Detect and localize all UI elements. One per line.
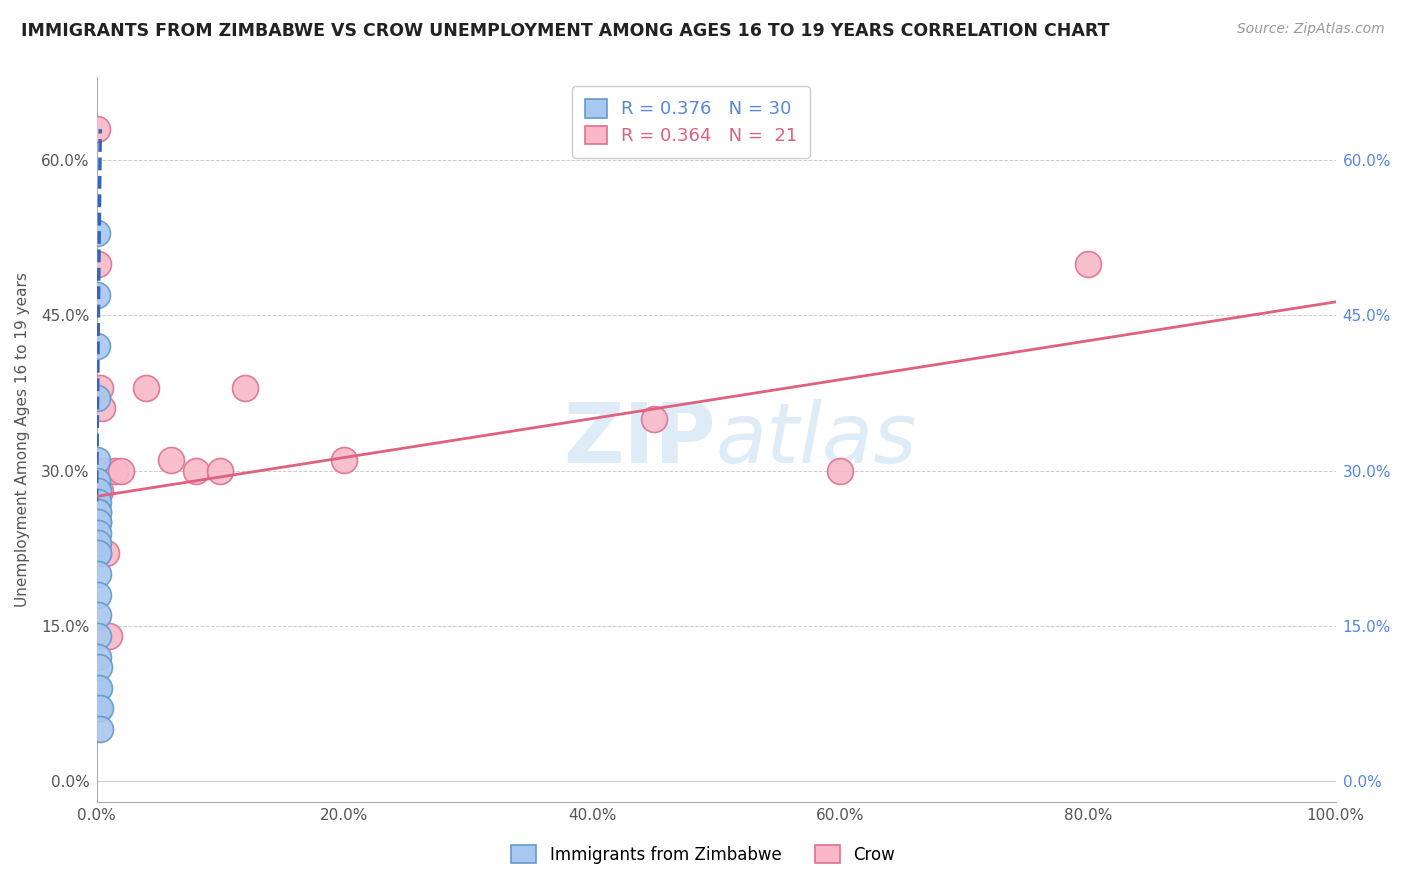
Point <box>86 391 108 405</box>
Point <box>86 494 108 508</box>
Point <box>104 463 127 477</box>
Point <box>643 412 665 426</box>
Point <box>90 401 112 416</box>
Legend: Immigrants from Zimbabwe, Crow: Immigrants from Zimbabwe, Crow <box>505 838 901 871</box>
Point <box>135 381 157 395</box>
Point <box>209 463 232 477</box>
Point <box>87 681 110 695</box>
Text: atlas: atlas <box>716 399 918 480</box>
Point <box>87 257 110 271</box>
Point <box>87 484 110 499</box>
Point <box>86 474 108 488</box>
Point <box>87 566 110 581</box>
Point <box>87 681 110 695</box>
Point <box>87 608 110 623</box>
Point <box>87 701 110 715</box>
Point <box>86 484 108 499</box>
Point <box>86 505 108 519</box>
Point <box>89 484 111 499</box>
Point <box>86 484 108 499</box>
Point <box>87 629 110 643</box>
Point <box>86 339 108 353</box>
Point <box>86 515 108 529</box>
Point <box>93 463 115 477</box>
Point <box>96 546 118 560</box>
Point <box>160 453 183 467</box>
Point <box>184 463 207 477</box>
Point <box>1077 257 1099 271</box>
Point <box>86 226 108 240</box>
Point <box>86 536 108 550</box>
Point <box>86 546 108 560</box>
Point <box>110 463 132 477</box>
Point <box>87 515 110 529</box>
Point <box>86 515 108 529</box>
Point <box>89 701 111 715</box>
Point <box>87 546 110 560</box>
Point <box>87 588 110 602</box>
Point <box>86 453 108 467</box>
Point <box>87 536 110 550</box>
Point <box>828 463 851 477</box>
Point <box>86 287 108 301</box>
Point <box>233 381 256 395</box>
Point <box>86 494 108 508</box>
Text: IMMIGRANTS FROM ZIMBABWE VS CROW UNEMPLOYMENT AMONG AGES 16 TO 19 YEARS CORRELAT: IMMIGRANTS FROM ZIMBABWE VS CROW UNEMPLO… <box>21 22 1109 40</box>
Y-axis label: Unemployment Among Ages 16 to 19 years: Unemployment Among Ages 16 to 19 years <box>15 272 30 607</box>
Point <box>89 722 111 736</box>
Point <box>97 629 120 643</box>
Point <box>87 660 110 674</box>
Point <box>87 505 110 519</box>
Point <box>87 525 110 540</box>
Text: Source: ZipAtlas.com: Source: ZipAtlas.com <box>1237 22 1385 37</box>
Text: ZIP: ZIP <box>564 399 716 480</box>
Point <box>87 649 110 664</box>
Point <box>86 122 108 136</box>
Point <box>333 453 356 467</box>
Point <box>89 381 111 395</box>
Legend: R = 0.376   N = 30, R = 0.364   N =  21: R = 0.376 N = 30, R = 0.364 N = 21 <box>572 87 810 158</box>
